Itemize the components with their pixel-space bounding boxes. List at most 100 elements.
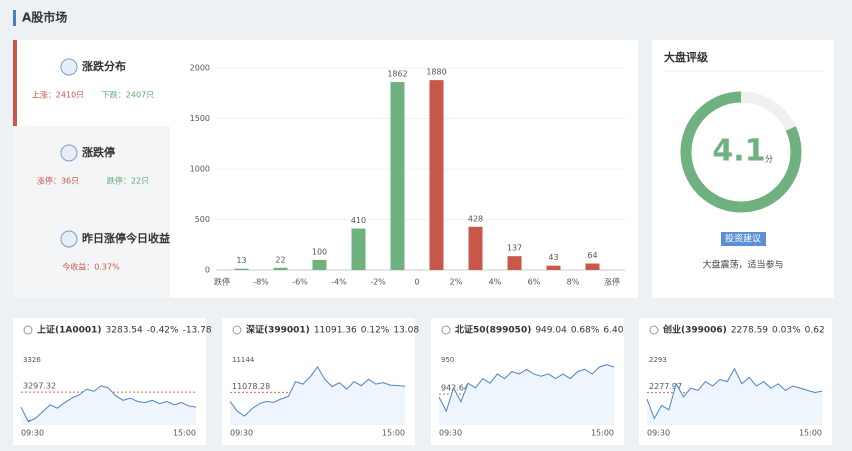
bar-value-label: 137	[507, 244, 522, 253]
ref-label: 11078.28	[232, 382, 270, 391]
advice-text: 大盘震荡，适当参与	[702, 259, 783, 271]
x-tick-label: 涨停	[604, 277, 620, 287]
bar-value-label: 22	[275, 255, 285, 264]
index-price: 3283.54	[106, 326, 143, 336]
item-title: 涨跌分布	[82, 59, 126, 73]
bar-value-label: 1862	[387, 69, 407, 78]
bar	[468, 226, 483, 270]
x-end-label: 15:00	[591, 429, 614, 438]
area	[439, 364, 614, 425]
x-start-label: 09:30	[439, 429, 462, 438]
panel-item[interactable]	[13, 126, 170, 212]
bar-value-label: 100	[312, 247, 327, 256]
ref-label: 942.64	[441, 384, 469, 393]
x-tick-label: 跌停	[214, 277, 230, 287]
bar	[351, 228, 366, 270]
active-bar	[13, 40, 17, 126]
area	[230, 366, 405, 425]
advice-button[interactable]	[721, 232, 766, 246]
item-title: 涨跌停	[82, 145, 115, 159]
item-stat: 上涨：2410只	[32, 90, 84, 100]
panel-item[interactable]	[13, 40, 170, 126]
index-chg: -13.78	[183, 326, 212, 336]
price-line	[438, 364, 615, 413]
area	[21, 385, 196, 425]
index-chg: 0.62	[805, 326, 825, 336]
index-pct: -0.42%	[147, 326, 179, 336]
bar	[273, 267, 288, 270]
y-max-label: 950	[441, 356, 454, 364]
index-price: 949.04	[535, 326, 567, 336]
index-chg: 6.40	[603, 326, 623, 336]
index-price: 2278.59	[731, 326, 768, 336]
bar-value-label: 410	[351, 216, 366, 225]
x-tick-label: 8%	[567, 278, 580, 287]
y-tick-label: 2000	[190, 64, 210, 73]
bar	[234, 268, 249, 270]
x-tick-label: -6%	[292, 278, 308, 287]
rating-title: 大盘评级	[664, 50, 709, 64]
item-icon	[60, 58, 78, 76]
rating-card	[652, 40, 834, 298]
y-tick-label: 0	[205, 266, 210, 275]
item-title: 昨日涨停今日收益	[82, 231, 170, 245]
y-max-label: 3326	[23, 356, 41, 364]
x-start-label: 09:30	[647, 429, 670, 438]
index-name: 北证50(899050)	[455, 324, 531, 336]
clock-icon	[649, 325, 659, 335]
item-icon	[60, 230, 78, 248]
rating-score: 4.1	[712, 134, 765, 169]
x-end-label: 15:00	[173, 429, 196, 438]
bar	[585, 263, 600, 270]
item-icon	[60, 144, 78, 162]
x-tick-label: 6%	[528, 278, 541, 287]
gauge-arc	[680, 91, 802, 213]
clock-icon	[23, 325, 33, 335]
bar	[390, 81, 405, 270]
x-tick-label: -4%	[331, 278, 347, 287]
x-start-label: 09:30	[230, 429, 253, 438]
bar	[429, 80, 444, 271]
bar-value-label: 43	[548, 253, 558, 262]
item-stat: 涨停：36只	[37, 176, 79, 186]
item-stat: 今收益：0.37%	[62, 262, 120, 272]
bar-value-label: 13	[236, 256, 246, 265]
y-max-label: 11144	[232, 356, 255, 364]
index-pct: 0.68%	[571, 326, 600, 336]
bar	[312, 259, 327, 270]
rating-unit: 分	[765, 155, 773, 164]
index-name: 上证(1A0001)	[37, 324, 102, 336]
header-accent	[13, 10, 16, 26]
x-tick-label: -8%	[253, 278, 269, 287]
bar-value-label: 428	[468, 214, 483, 223]
price-line	[20, 385, 197, 423]
bar-value-label: 64	[587, 251, 597, 260]
price-line	[229, 365, 406, 417]
index-name: 创业(399006)	[662, 324, 727, 336]
clock-icon	[441, 325, 451, 335]
y-tick-label: 500	[195, 215, 210, 224]
x-start-label: 09:30	[21, 429, 44, 438]
y-max-label: 2293	[649, 356, 667, 364]
price-line	[646, 367, 823, 420]
bar-value-label: 1880	[426, 68, 446, 77]
item-stat: 跌停：22只	[107, 176, 149, 186]
index-name: 深证(399001)	[246, 324, 310, 336]
x-tick-label: -2%	[370, 278, 386, 287]
x-end-label: 15:00	[382, 429, 405, 438]
index-chg: 13.08	[393, 326, 419, 336]
advice-button-text[interactable]: 投资建议	[725, 233, 761, 245]
panel-item[interactable]	[13, 212, 170, 298]
x-end-label: 15:00	[799, 429, 822, 438]
index-pct: 0.12%	[361, 326, 390, 336]
item-stat: 下跌：2407只	[102, 90, 154, 100]
y-tick-label: 1000	[190, 165, 210, 174]
x-tick-label: 4%	[489, 278, 502, 287]
x-tick-label: 2%	[450, 278, 463, 287]
ref-label: 2277.97	[649, 382, 682, 391]
y-tick-label: 1500	[190, 114, 210, 123]
bar	[507, 256, 522, 270]
index-pct: 0.03%	[772, 326, 801, 336]
